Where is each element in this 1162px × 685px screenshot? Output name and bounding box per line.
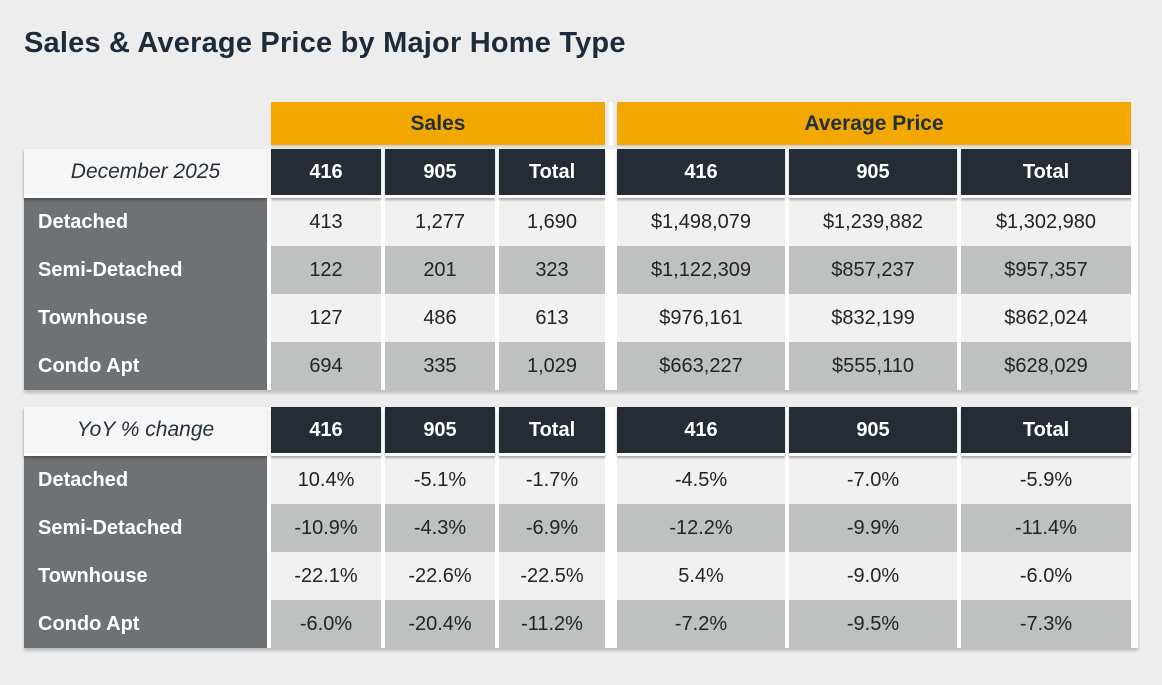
column-header-sales-416: 416 (271, 149, 381, 198)
data-cell: 127 (271, 294, 381, 342)
group-header-row: Sales Average Price (24, 102, 1138, 145)
avg-price-group-header: Average Price (617, 102, 1131, 145)
data-cell: $1,239,882 (789, 198, 957, 246)
data-cell: -20.4% (385, 600, 495, 648)
data-cell: -9.5% (789, 600, 957, 648)
data-cell: -22.6% (385, 552, 495, 600)
data-cell: $1,122,309 (617, 246, 785, 294)
column-header-sales-905: 905 (385, 407, 495, 456)
period-label-cell: December 2025 (24, 149, 267, 198)
row-label-semi-detached: Semi-Detached (24, 504, 267, 552)
page-title: Sales & Average Price by Major Home Type (24, 27, 626, 59)
data-cell: $857,237 (789, 246, 957, 294)
column-header-sales-416: 416 (271, 407, 381, 456)
sales-group-header: Sales (271, 102, 605, 145)
group-gap (609, 600, 613, 648)
column-header-sales-905: 905 (385, 149, 495, 198)
group-gap-divider (609, 102, 613, 145)
data-cell: -11.4% (961, 504, 1131, 552)
data-cell: -1.7% (499, 456, 605, 504)
data-cell: 122 (271, 246, 381, 294)
column-header-price-total: Total (961, 407, 1131, 456)
group-gap (609, 149, 613, 198)
data-cell: -12.2% (617, 504, 785, 552)
group-gap (609, 294, 613, 342)
data-cell: 1,277 (385, 198, 495, 246)
data-cell: $555,110 (789, 342, 957, 390)
data-cell: 5.4% (617, 552, 785, 600)
group-gap (609, 407, 613, 456)
data-cell: 201 (385, 246, 495, 294)
group-gap (609, 552, 613, 600)
group-gap (609, 456, 613, 504)
data-cell: 335 (385, 342, 495, 390)
data-cell: -7.2% (617, 600, 785, 648)
data-cell: $1,302,980 (961, 198, 1131, 246)
data-cell: 10.4% (271, 456, 381, 504)
data-cell: -22.1% (271, 552, 381, 600)
yoy-label-cell: YoY % change (24, 407, 267, 456)
data-cell: -9.0% (789, 552, 957, 600)
data-cell: 1,690 (499, 198, 605, 246)
data-cell: $628,029 (961, 342, 1131, 390)
row-label-condo-apt: Condo Apt (24, 600, 267, 648)
data-cell: -6.0% (961, 552, 1131, 600)
row-label-townhouse: Townhouse (24, 294, 267, 342)
data-cell: $663,227 (617, 342, 785, 390)
data-cell: -7.0% (789, 456, 957, 504)
data-cell: -5.9% (961, 456, 1131, 504)
column-header-sales-total: Total (499, 149, 605, 198)
data-cell: 613 (499, 294, 605, 342)
data-cell: -10.9% (271, 504, 381, 552)
data-cell: $976,161 (617, 294, 785, 342)
group-gap (609, 342, 613, 390)
group-gap (609, 246, 613, 294)
column-header-price-905: 905 (789, 149, 957, 198)
row-label-townhouse: Townhouse (24, 552, 267, 600)
row-label-condo-apt: Condo Apt (24, 342, 267, 390)
data-cell: 694 (271, 342, 381, 390)
data-cell: $862,024 (961, 294, 1131, 342)
data-cell: -22.5% (499, 552, 605, 600)
data-cell: -7.3% (961, 600, 1131, 648)
column-header-sales-total: Total (499, 407, 605, 456)
data-cell: $832,199 (789, 294, 957, 342)
row-label-detached: Detached (24, 456, 267, 504)
data-cell: -9.9% (789, 504, 957, 552)
data-cell: $1,498,079 (617, 198, 785, 246)
december-2025-table: December 2025 416 905 Total 416 905 Tota… (24, 149, 1138, 390)
data-cell: -6.9% (499, 504, 605, 552)
data-cell: 413 (271, 198, 381, 246)
data-cell: 486 (385, 294, 495, 342)
column-header-price-905: 905 (789, 407, 957, 456)
yoy-change-table: YoY % change 416 905 Total 416 905 Total… (24, 407, 1138, 648)
column-header-price-416: 416 (617, 149, 785, 198)
data-cell: -11.2% (499, 600, 605, 648)
data-cell: -5.1% (385, 456, 495, 504)
data-cell: 1,029 (499, 342, 605, 390)
row-label-semi-detached: Semi-Detached (24, 246, 267, 294)
column-header-price-416: 416 (617, 407, 785, 456)
group-gap (609, 198, 613, 246)
data-cell: $957,357 (961, 246, 1131, 294)
group-gap (609, 504, 613, 552)
data-cell: -4.5% (617, 456, 785, 504)
column-header-price-total: Total (961, 149, 1131, 198)
data-cell: 323 (499, 246, 605, 294)
row-label-detached: Detached (24, 198, 267, 246)
data-cell: -4.3% (385, 504, 495, 552)
data-cell: -6.0% (271, 600, 381, 648)
